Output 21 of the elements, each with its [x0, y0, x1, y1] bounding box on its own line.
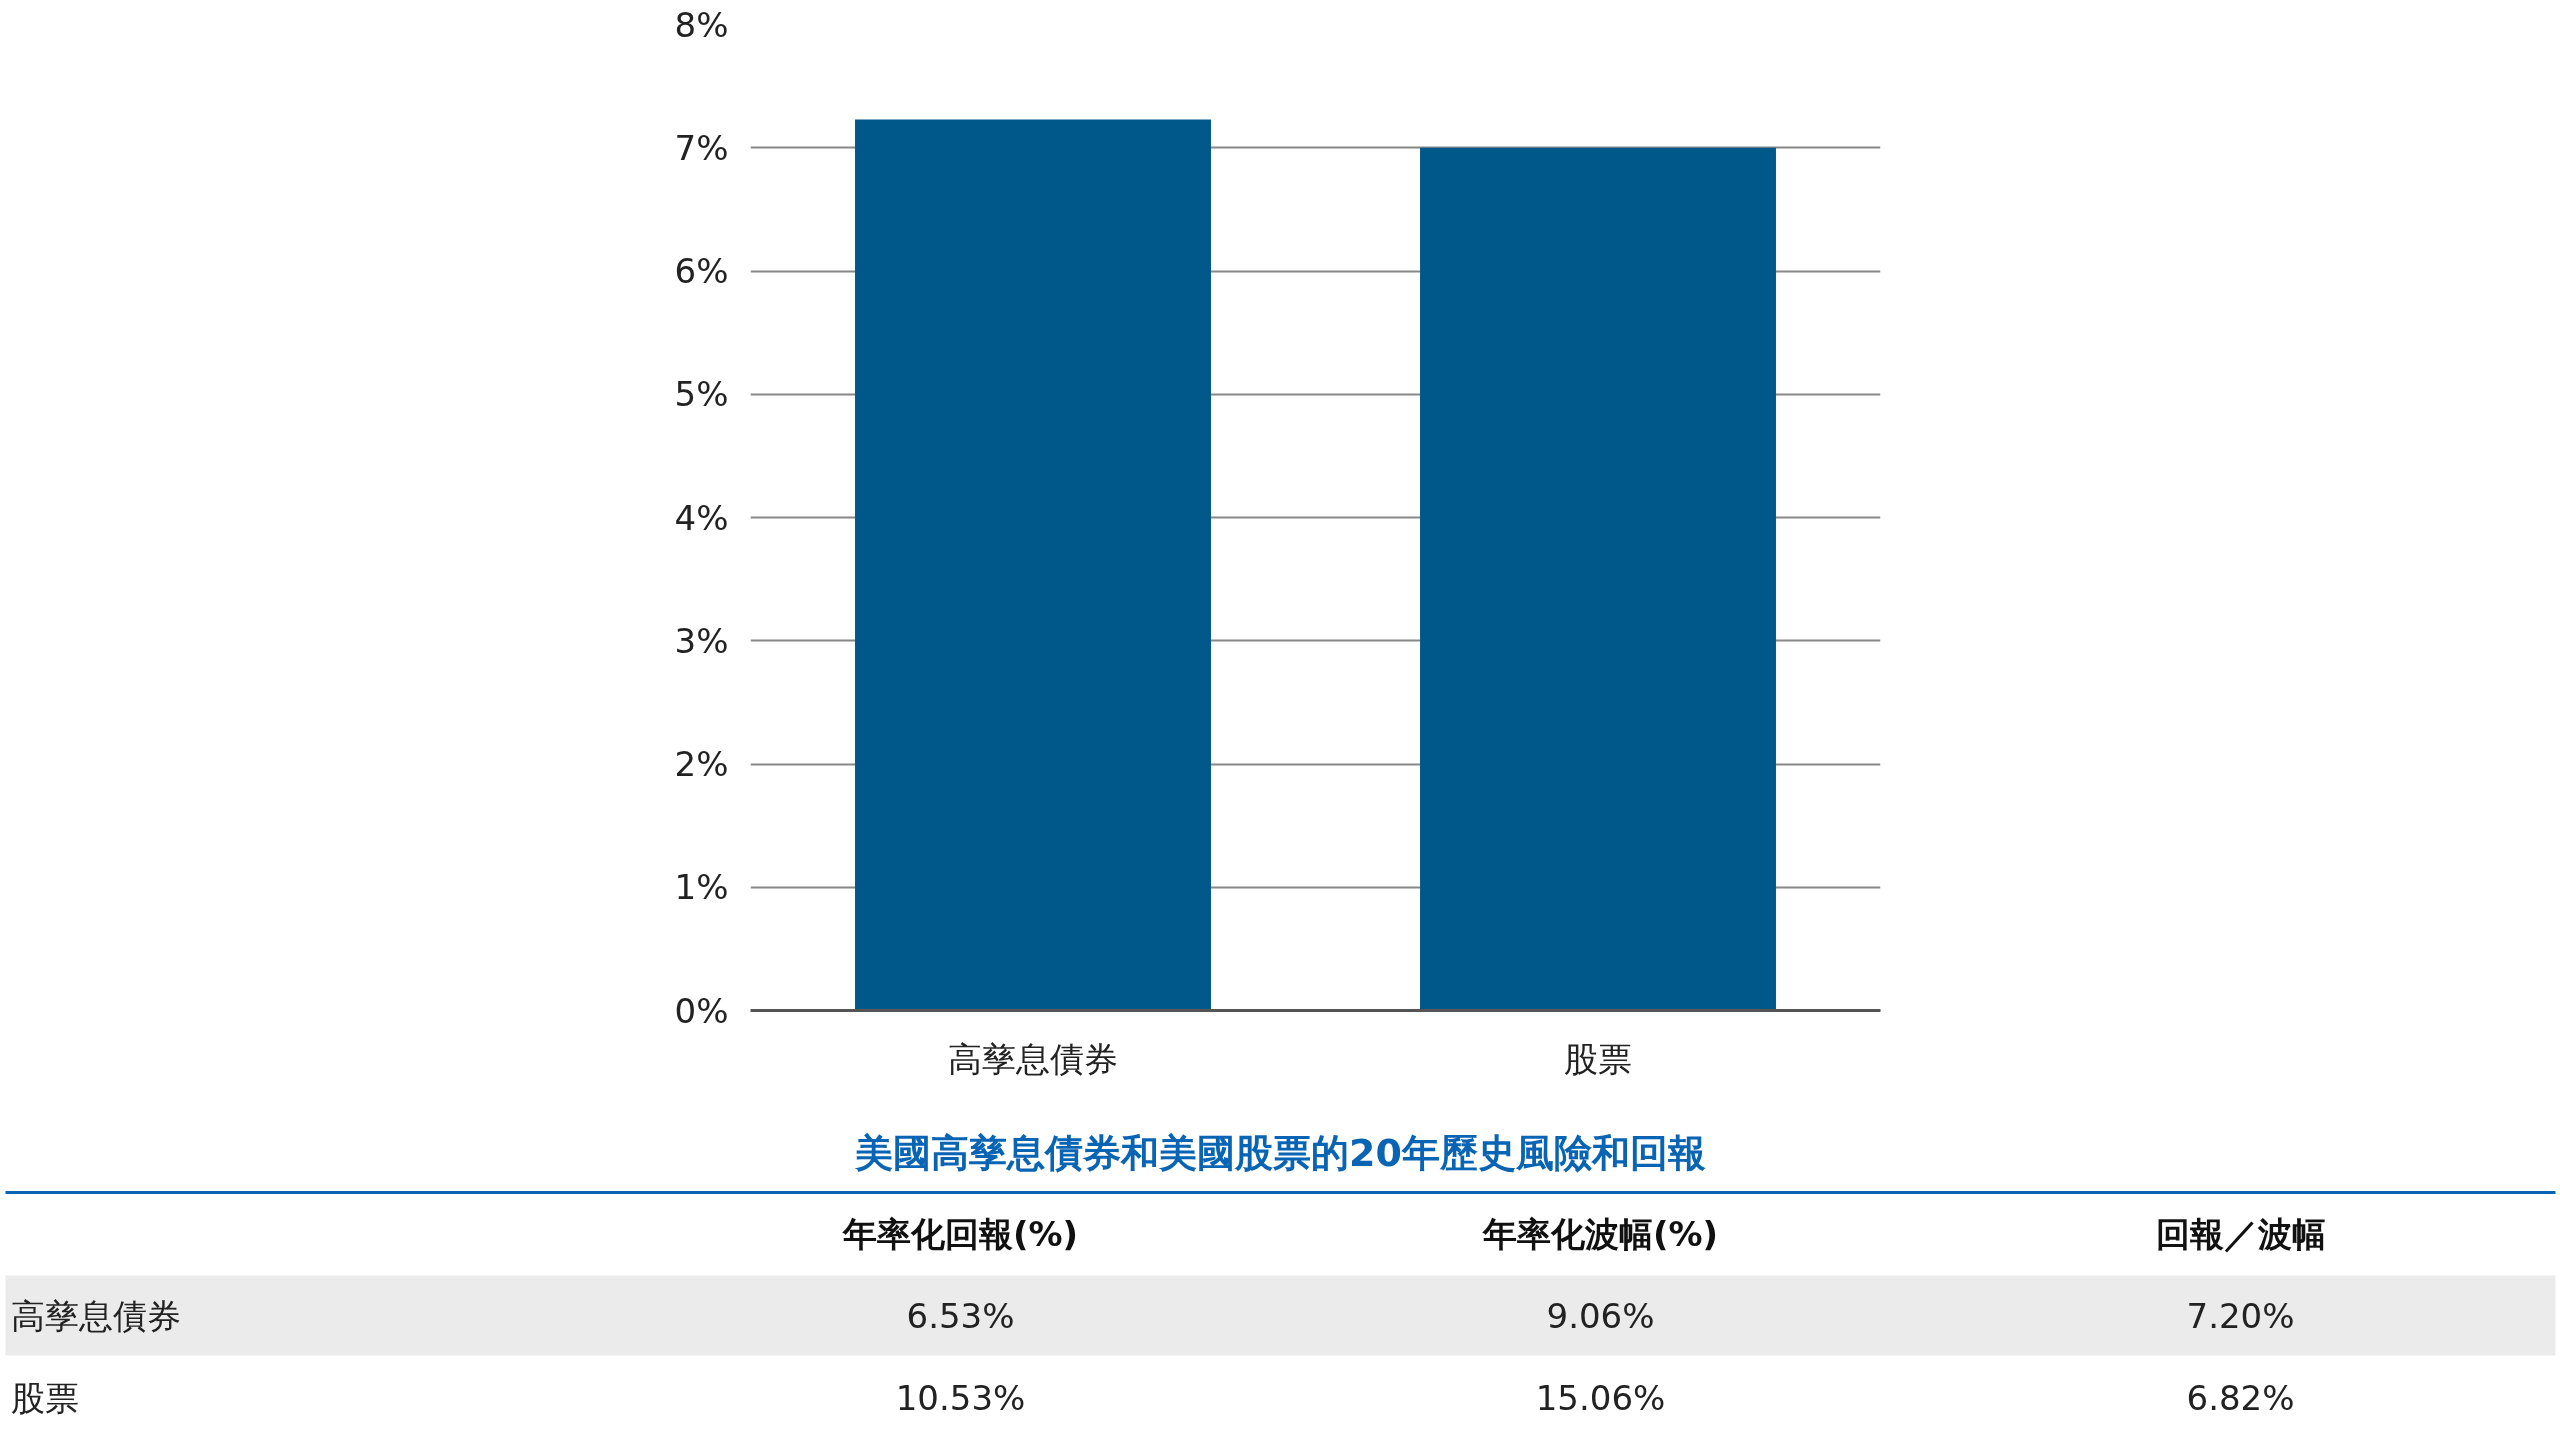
y-tick-label: 7% [674, 127, 729, 168]
text: 股票 [10, 1377, 79, 1418]
text: 年率化回報(%) [841, 1213, 1079, 1254]
y-tick-label: 1% [674, 867, 729, 908]
text: 6.53% [906, 1295, 1015, 1336]
y-tick-label: 3% [674, 620, 729, 661]
text: 15.06% [1535, 1377, 1666, 1418]
text: 高孳息債券 [10, 1295, 181, 1336]
text: 10.53% [895, 1377, 1026, 1418]
text: 6.82% [2186, 1377, 2295, 1418]
y-tick-label: 0% [674, 990, 729, 1031]
text: 7.20% [2186, 1295, 2295, 1336]
y-tick-label: 4% [674, 497, 729, 538]
y-tick-label: 5% [674, 374, 729, 415]
y-tick-label: 2% [674, 744, 729, 784]
y-tick-label: 8% [674, 4, 729, 45]
text: 回報／波幅 [2155, 1213, 2326, 1254]
text: 9.06% [1546, 1295, 1655, 1336]
text: 年率化波幅(%) [1481, 1213, 1719, 1254]
y-tick-label: 6% [674, 251, 729, 291]
text: 美國高孳息債券和美國股票的20年歷史風險和回報 [854, 1130, 1706, 1175]
